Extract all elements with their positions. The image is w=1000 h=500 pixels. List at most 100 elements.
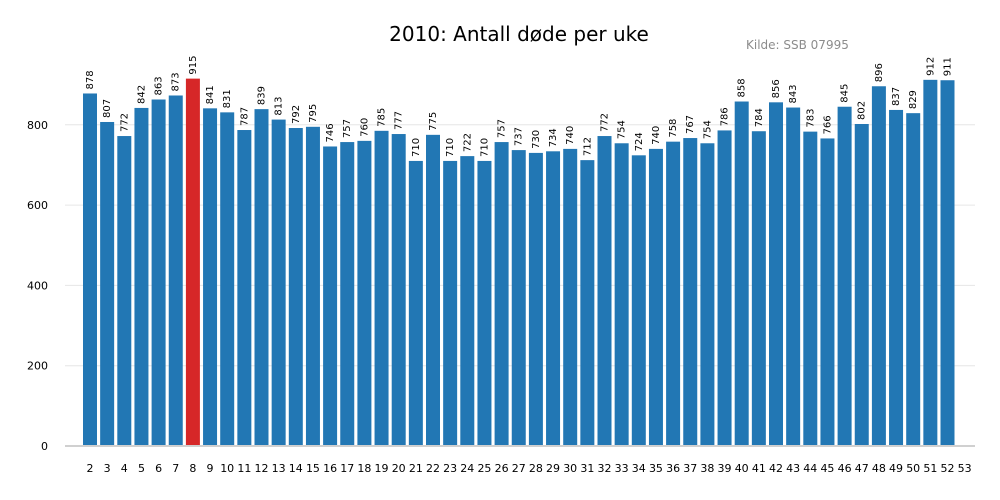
y-tick-label: 200 [27,360,48,373]
bar [271,119,286,446]
bar-value-label: 843 [788,84,799,103]
x-tick-label: 45 [820,462,834,475]
x-tick-label: 34 [632,462,646,475]
bar [374,130,389,446]
bar-value-label: 896 [874,63,885,82]
bar-value-label: 775 [428,112,439,131]
bar [237,130,252,446]
x-tick-label: 25 [477,462,491,475]
bar [460,156,475,446]
bar-value-label: 784 [754,108,765,127]
x-tick-label: 7 [172,462,179,475]
bar-value-label: 767 [685,115,696,134]
bar-value-label: 783 [805,109,816,128]
bar-value-label: 734 [548,128,559,147]
x-tick-label: 4 [121,462,128,475]
x-tick-label: 14 [289,462,303,475]
bar-value-label: 740 [565,126,576,145]
bar [203,108,218,446]
x-tick-label: 3 [104,462,111,475]
bar-value-label: 722 [462,133,473,152]
bar-value-label: 807 [102,99,113,118]
x-tick-label: 18 [357,462,371,475]
bar [700,143,715,447]
bar [666,141,681,446]
x-tick-label: 37 [683,462,697,475]
x-tick-label: 13 [272,462,286,475]
x-tick-label: 39 [718,462,732,475]
bar [323,146,338,446]
bar-value-label: 829 [908,90,919,109]
bar-value-label: 831 [222,89,233,108]
x-tick-label: 22 [426,462,440,475]
x-tick-label: 52 [941,462,955,475]
x-tick-label: 16 [323,462,337,475]
bar [220,112,235,446]
x-tick-label: 28 [529,462,543,475]
x-tick-label: 51 [923,462,937,475]
x-tick-label: 53 [958,462,972,475]
y-tick-label: 0 [41,440,48,453]
bar [151,99,166,447]
x-tick-label: 48 [872,462,886,475]
x-tick-label: 12 [255,462,269,475]
x-tick-label: 20 [392,462,406,475]
x-tick-label: 29 [546,462,560,475]
bar-value-label: 754 [702,120,713,139]
bar [426,134,440,446]
bar-value-label: 730 [531,130,542,149]
bar-value-label: 710 [445,138,456,157]
bar-value-label: 792 [291,105,302,124]
bar [528,152,543,446]
bar [511,150,526,447]
bar [683,138,698,446]
bar-value-label: 912 [925,57,936,76]
x-tick-label: 19 [375,462,389,475]
bar [854,123,869,446]
x-tick-label: 46 [838,462,852,475]
x-tick-label: 23 [443,462,457,475]
bar [597,136,612,447]
bar [769,102,783,446]
x-tick-label: 21 [409,462,423,475]
bar-value-label: 757 [497,119,508,138]
x-tick-label: 15 [306,462,320,475]
x-tick-label: 33 [615,462,629,475]
bar [717,130,732,446]
bar-value-label: 785 [377,108,388,127]
x-tick-label: 32 [598,462,612,475]
bar [786,107,801,447]
bar [631,155,646,446]
bar-value-label: 777 [394,111,405,130]
x-tick-label: 6 [155,462,162,475]
bar-value-label: 802 [857,101,868,120]
bar-value-label: 786 [720,107,731,126]
bar [100,121,115,446]
x-tick-label: 8 [189,462,196,475]
x-tick-label: 9 [207,462,214,475]
bar [305,126,320,447]
bar [494,142,509,446]
bar-value-label: 863 [154,76,165,95]
y-tick-label: 600 [27,199,48,212]
bar [443,160,458,446]
bar [871,86,886,447]
bar [168,95,183,446]
bar [391,134,406,447]
x-tick-label: 49 [889,462,903,475]
chart-title: 2010: Antall døde per uke [389,22,649,46]
bar [408,160,423,446]
bar [477,160,492,446]
x-tick-label: 10 [220,462,234,475]
y-tick-label: 400 [27,279,48,292]
source-note: Kilde: SSB 07995 [746,38,849,52]
x-tick-label: 11 [237,462,251,475]
x-tick-label: 35 [649,462,663,475]
bar-value-label: 878 [85,70,96,89]
bar [117,136,132,447]
bar [820,138,835,447]
bar [357,140,372,447]
bar [134,107,149,446]
